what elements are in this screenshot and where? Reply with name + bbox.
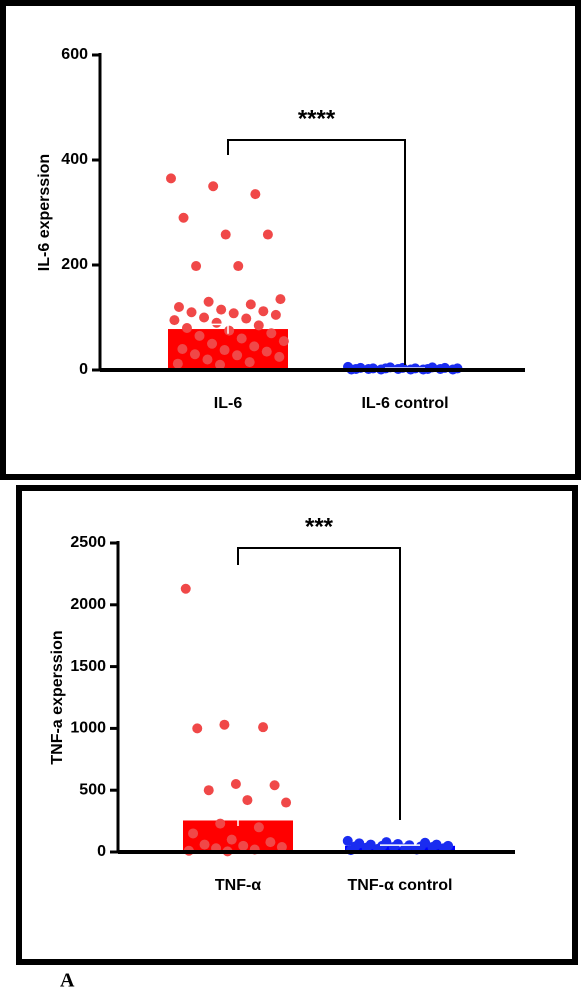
data-point	[216, 304, 227, 315]
data-point	[276, 842, 287, 853]
error-bar	[208, 323, 248, 334]
data-point	[278, 336, 289, 347]
significance-bracket	[227, 139, 406, 365]
data-point	[262, 229, 273, 240]
data-point	[270, 309, 281, 320]
data-point	[238, 840, 249, 851]
y-tick-label: 0	[79, 361, 88, 378]
significance-label: ***	[305, 513, 334, 540]
data-point	[202, 354, 213, 365]
data-point	[236, 333, 247, 344]
error-bar	[380, 844, 420, 847]
data-point	[230, 779, 241, 790]
data-point	[211, 317, 222, 328]
data-point	[241, 313, 252, 324]
figure-label: A	[60, 970, 75, 992]
data-point	[232, 350, 243, 361]
y-axis-label: TNF-a experssion	[49, 630, 66, 764]
data-point	[178, 212, 189, 223]
data-point	[253, 320, 264, 331]
y-tick-label: 400	[61, 151, 88, 168]
data-point	[189, 349, 200, 360]
y-tick-label: 1500	[70, 658, 106, 675]
data-point	[208, 181, 219, 192]
panel-frame	[16, 485, 578, 965]
data-point	[203, 296, 214, 307]
data-point	[245, 299, 256, 310]
data-point	[169, 315, 180, 326]
data-point	[199, 312, 210, 323]
data-point	[219, 345, 230, 356]
data-point	[215, 818, 226, 829]
y-tick-label: 600	[61, 46, 88, 63]
data-point	[258, 722, 269, 733]
data-point	[177, 344, 188, 354]
data-point	[228, 308, 239, 319]
data-point	[199, 839, 210, 850]
data-point	[186, 307, 197, 318]
x-tick-label: IL-6	[214, 395, 243, 412]
data-point	[180, 583, 191, 594]
x-tick-label: IL-6 control	[361, 395, 448, 412]
data-point	[342, 835, 353, 846]
data-point	[203, 785, 214, 796]
x-tick-label: TNF-α control	[348, 877, 453, 894]
data-point	[215, 359, 226, 370]
data-point	[188, 828, 199, 839]
x-tick-label: TNF-α	[215, 877, 261, 894]
data-point	[269, 780, 280, 791]
data-point	[242, 795, 253, 806]
data-point	[194, 330, 205, 341]
data-point	[181, 323, 192, 333]
data-point	[261, 346, 272, 357]
data-point	[172, 358, 183, 369]
data-point	[427, 842, 438, 853]
y-tick-label: 200	[61, 256, 88, 273]
data-point	[244, 357, 255, 368]
data-point	[281, 797, 292, 808]
data-point	[224, 325, 235, 336]
data-point	[253, 822, 264, 833]
data-point	[266, 328, 277, 339]
data-point	[192, 723, 203, 734]
data-point	[219, 719, 230, 730]
data-point	[233, 261, 244, 272]
y-tick-label: 500	[79, 781, 106, 798]
y-tick-label: 0	[97, 843, 106, 860]
data-point	[166, 173, 176, 184]
y-axis-label: IL-6 experssion	[36, 154, 53, 271]
panel-frame	[0, 0, 581, 480]
data-point	[265, 837, 276, 848]
data-point	[275, 294, 286, 305]
data-point	[258, 306, 269, 317]
y-tick-label: 2500	[70, 534, 106, 551]
data-point	[220, 229, 231, 240]
data-point	[173, 302, 184, 312]
data-point	[250, 189, 261, 200]
y-tick-label: 2000	[70, 596, 106, 613]
data-point	[249, 341, 260, 352]
data-point	[274, 351, 285, 362]
y-tick-label: 1000	[70, 720, 106, 737]
data-point	[226, 834, 237, 845]
significance-label: ****	[298, 105, 336, 132]
bar	[345, 845, 455, 852]
error-bar	[218, 814, 258, 827]
data-point	[207, 338, 218, 349]
data-point	[191, 261, 202, 272]
significance-bracket	[237, 547, 401, 820]
